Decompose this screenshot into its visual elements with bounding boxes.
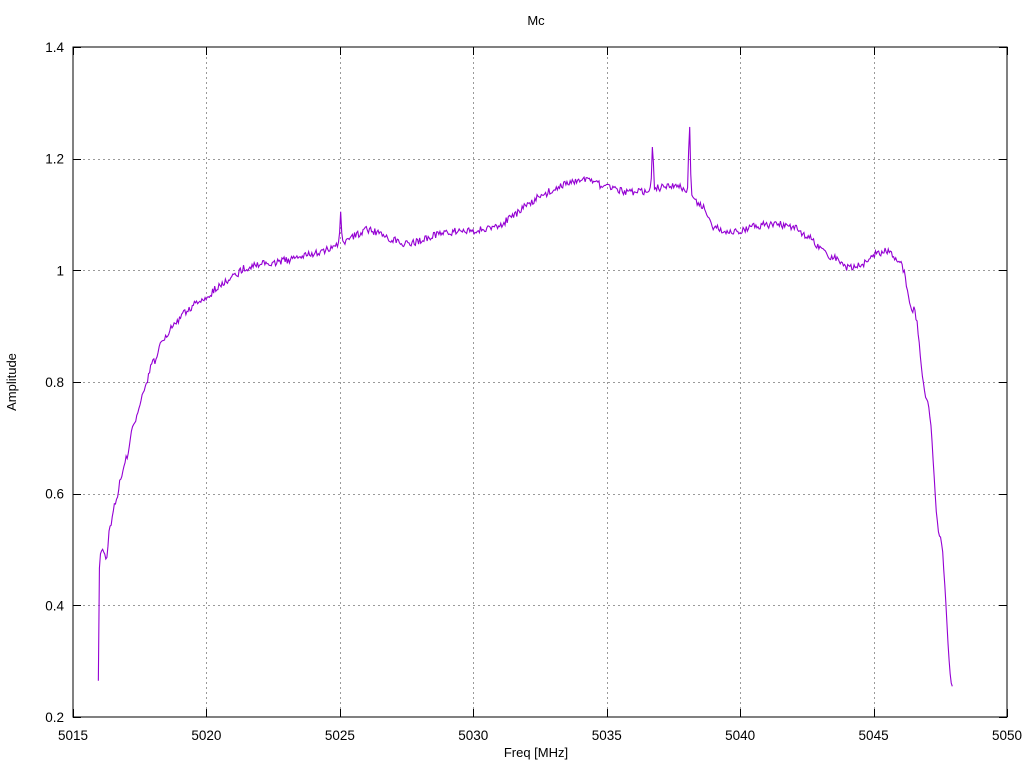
y-tick-labels: 0.2 0.4 0.6 0.8 1 1.2 1.4 (45, 40, 64, 725)
chart-title: Mc (527, 13, 545, 28)
x-tick-label: 5030 (458, 728, 488, 743)
plot-frame (72, 46, 1008, 718)
x-tick-label: 5040 (725, 728, 755, 743)
x-tick-label: 5045 (859, 728, 889, 743)
y-tick-label: 0.2 (45, 710, 64, 725)
x-tick-label: 5035 (592, 728, 622, 743)
y-tick-label: 0.8 (45, 375, 64, 390)
y-tick-label: 1.4 (45, 40, 64, 55)
y-tick-label: 1.2 (45, 152, 64, 167)
grid-lines (73, 47, 1007, 717)
y-axis-label: Amplitude (4, 353, 19, 411)
data-series-line (97, 126, 953, 687)
x-tick-label: 5050 (992, 728, 1022, 743)
x-tick-label: 5025 (325, 728, 355, 743)
y-tick-label: 0.4 (45, 598, 64, 613)
y-tick-label: 0.6 (45, 487, 64, 502)
y-tick-label: 1 (56, 263, 64, 278)
x-tick-labels: 5015 5020 5025 5030 5035 5040 5045 5050 (58, 728, 1022, 743)
x-tick-label: 5020 (191, 728, 221, 743)
x-tick-label: 5015 (58, 728, 88, 743)
x-axis-label: Freq [MHz] (504, 745, 568, 760)
